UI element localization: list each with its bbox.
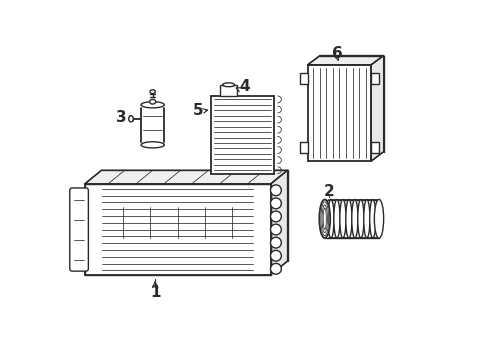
Ellipse shape — [141, 142, 164, 148]
Circle shape — [270, 185, 281, 195]
Polygon shape — [371, 142, 379, 153]
Ellipse shape — [129, 116, 133, 122]
Text: 3: 3 — [117, 111, 127, 125]
Ellipse shape — [319, 199, 330, 238]
Ellipse shape — [222, 83, 235, 87]
Circle shape — [270, 198, 281, 209]
Ellipse shape — [340, 199, 346, 238]
Ellipse shape — [346, 199, 352, 238]
Ellipse shape — [149, 99, 156, 104]
Ellipse shape — [334, 199, 340, 238]
Circle shape — [270, 264, 281, 274]
Circle shape — [270, 211, 281, 222]
Ellipse shape — [352, 199, 358, 238]
FancyBboxPatch shape — [70, 188, 88, 271]
Text: 5: 5 — [193, 103, 203, 118]
Polygon shape — [300, 73, 308, 84]
Text: 1: 1 — [150, 285, 160, 300]
Polygon shape — [371, 73, 379, 84]
Polygon shape — [270, 170, 288, 275]
Ellipse shape — [364, 199, 370, 238]
Ellipse shape — [369, 199, 376, 238]
Polygon shape — [211, 95, 274, 174]
Ellipse shape — [374, 199, 384, 238]
Polygon shape — [308, 65, 371, 161]
Polygon shape — [300, 142, 308, 153]
Ellipse shape — [141, 102, 164, 108]
Circle shape — [270, 250, 281, 261]
Text: 4: 4 — [239, 79, 249, 94]
Ellipse shape — [328, 199, 334, 238]
Circle shape — [270, 224, 281, 235]
Ellipse shape — [150, 90, 155, 94]
Text: 2: 2 — [323, 184, 334, 198]
Ellipse shape — [358, 199, 364, 238]
Polygon shape — [84, 184, 270, 275]
Polygon shape — [308, 55, 384, 65]
Polygon shape — [220, 85, 237, 95]
Circle shape — [270, 237, 281, 248]
Text: 6: 6 — [332, 46, 343, 62]
Polygon shape — [84, 170, 288, 184]
Polygon shape — [371, 55, 384, 161]
